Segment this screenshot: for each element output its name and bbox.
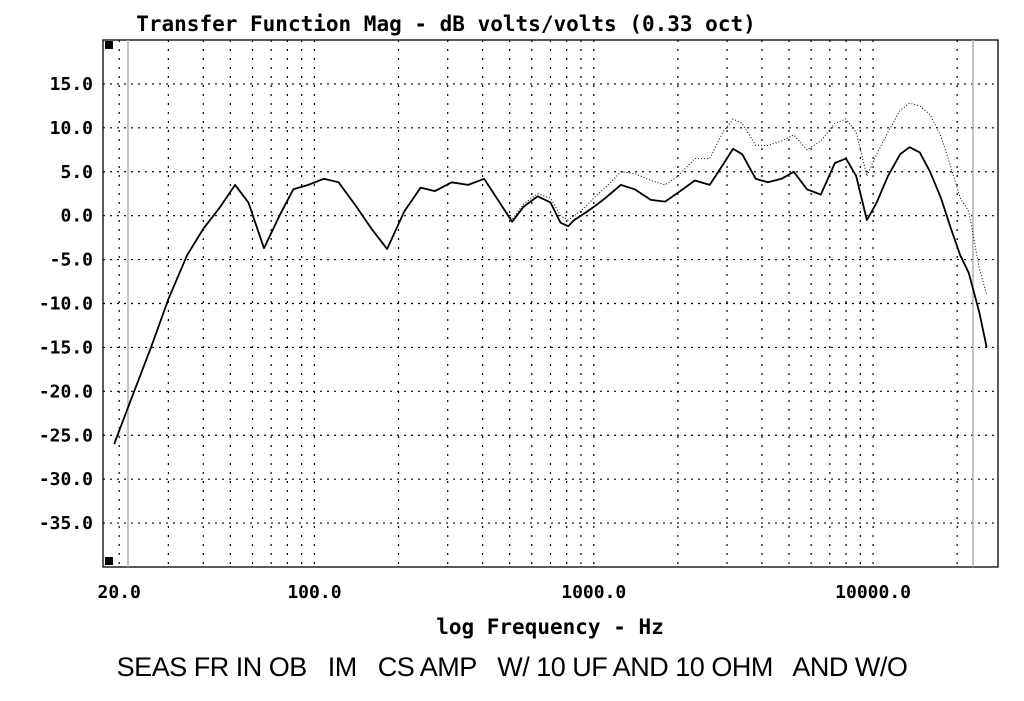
y-tick-label: -15.0 [39,337,93,358]
caption: SEAS FR IN OB IM CS AMP W/ 10 UF AND 10 … [116,652,908,682]
y-tick-label: -25.0 [39,425,93,446]
plot-frame [102,39,999,568]
bottom-corner-marker [105,557,113,565]
series-line-solid [113,146,988,445]
y-tick-label: -30.0 [39,469,93,490]
y-tick-label: -5.0 [50,250,93,271]
x-tick-labels: 20.0 100.0 1000.0 10000.0 [98,582,912,603]
series-group [113,102,988,445]
y-tick-label: 0.0 [60,206,93,227]
y-tick-label: -10.0 [39,294,93,315]
y-tick-labels: 15.0 10.0 5.0 0.0 -5.0 -10.0 -15.0 -20.0 -25.0 -3… [39,74,93,534]
y-tick-label: 10.0 [50,118,93,139]
x-tick-label: 10000.0 [835,582,911,603]
series-line-dotted [113,102,988,445]
x-axis-label: log Frequency - Hz [436,615,664,639]
x-tick-label: 1000.0 [561,582,626,603]
top-corner-marker [105,41,113,49]
chart-title: Transfer Function Mag - dB volts/volts (… [136,12,756,36]
y-tick-label: -35.0 [39,513,93,534]
y-tick-label: 15.0 [50,74,93,95]
y-tick-label: -20.0 [39,381,93,402]
grid-lines [103,40,998,567]
x-tick-label: 20.0 [98,582,141,603]
y-tick-label: 5.0 [60,162,93,183]
x-tick-label: 100.0 [287,582,341,603]
